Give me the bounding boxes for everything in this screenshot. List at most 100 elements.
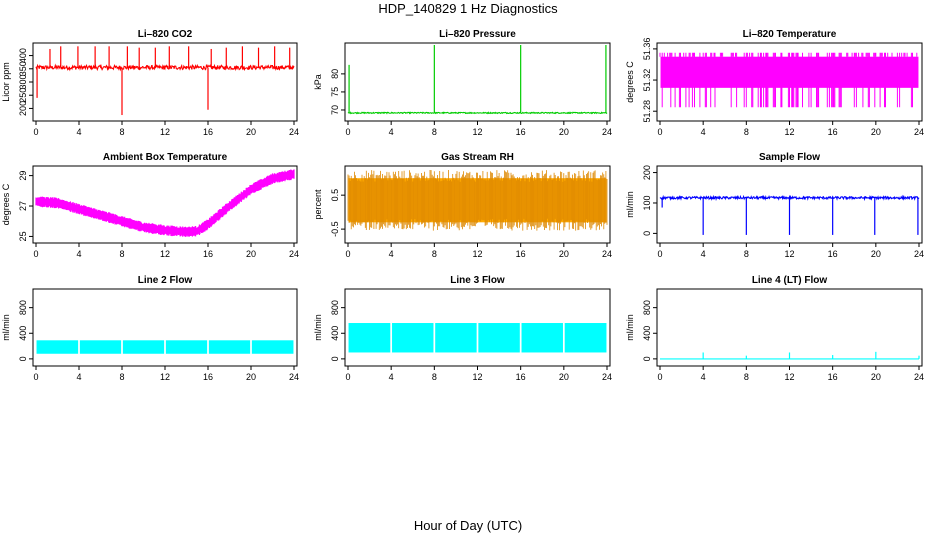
data-band: [435, 323, 477, 353]
x-tick-label: 20: [559, 127, 569, 137]
x-tick-label: 16: [203, 372, 213, 382]
y-tick-label: 400: [642, 326, 652, 341]
x-tick-label: 0: [657, 127, 662, 137]
x-tick-label: 8: [432, 127, 437, 137]
data-band: [564, 323, 607, 353]
x-tick-label: 8: [744, 127, 749, 137]
y-tick-label: 0: [18, 356, 28, 361]
x-tick-label: 12: [472, 127, 482, 137]
x-tick-label: 8: [744, 372, 749, 382]
y-tick-label: 800: [18, 300, 28, 315]
x-tick-label: 0: [345, 127, 350, 137]
data-series: [659, 52, 919, 108]
y-tick-label: -0.5: [330, 221, 340, 237]
data-band: [208, 340, 251, 354]
panel-5: Sample Flow ml/min 0 4 8 12 16 20 24 0 100 200: [625, 152, 924, 259]
data-band: [122, 340, 165, 354]
panel-title: Ambient Box Temperature: [103, 152, 228, 163]
x-tick-label: 8: [119, 127, 124, 137]
data-band: [251, 340, 294, 354]
y-tick-label: 51.36: [642, 38, 652, 61]
x-tick-label: 16: [828, 249, 838, 259]
plot-frame: [344, 42, 611, 122]
x-tick-label: 24: [914, 249, 924, 259]
y-tick-label: 100: [642, 195, 652, 210]
y-axis-label: ml/min: [625, 314, 635, 341]
panel-title: Sample Flow: [759, 152, 820, 163]
x-tick-label: 20: [246, 249, 256, 259]
x-tick-label: 12: [472, 372, 482, 382]
y-tick-label: 400: [330, 326, 340, 341]
x-tick-label: 0: [33, 372, 38, 382]
data-band: [36, 340, 79, 354]
data-trace: [35, 63, 295, 72]
x-tick-label: 4: [76, 249, 81, 259]
x-tick-label: 16: [828, 127, 838, 137]
data-trace: [347, 170, 608, 231]
y-tick-label: 250: [18, 88, 28, 103]
data-series: [347, 170, 608, 231]
panel-6: Line 2 Flow ml/min 0 4 8 12 16 20 24 0 400 800: [1, 275, 299, 382]
y-tick-label: 80: [330, 69, 340, 79]
y-tick-label: 25: [18, 231, 28, 241]
x-tick-label: 20: [871, 249, 881, 259]
x-tick-label: 24: [602, 127, 612, 137]
panel-title: Line 3 Flow: [450, 275, 505, 286]
figure-title: HDP_140829 1 Hz Diagnostics: [378, 1, 558, 16]
x-tick-label: 12: [160, 372, 170, 382]
y-tick-label: 0: [642, 231, 652, 236]
x-tick-label: 4: [389, 372, 394, 382]
x-tick-label: 4: [76, 372, 81, 382]
panel-title: Gas Stream RH: [441, 152, 514, 163]
x-tick-label: 4: [76, 127, 81, 137]
y-axis-label: kPa: [313, 74, 323, 90]
plot-frame: [32, 288, 298, 367]
x-tick-label: 24: [602, 249, 612, 259]
x-tick-label: 24: [289, 249, 299, 259]
x-tick-label: 16: [203, 249, 213, 259]
x-tick-label: 16: [203, 127, 213, 137]
y-tick-label: 0: [330, 356, 340, 361]
x-tick-label: 12: [784, 127, 794, 137]
x-tick-label: 20: [559, 372, 569, 382]
x-tick-label: 4: [701, 249, 706, 259]
x-tick-label: 20: [246, 372, 256, 382]
x-tick-label: 20: [871, 127, 881, 137]
x-tick-label: 4: [389, 127, 394, 137]
x-tick-label: 24: [602, 372, 612, 382]
data-band: [348, 323, 391, 353]
panel-title: Li–820 Pressure: [439, 29, 516, 40]
y-tick-label: 27: [18, 201, 28, 211]
x-tick-label: 8: [432, 249, 437, 259]
y-tick-label: 300: [18, 74, 28, 89]
plot-frame: [32, 42, 298, 122]
x-tick-label: 24: [914, 127, 924, 137]
data-series: [35, 46, 295, 116]
x-tick-label: 0: [345, 372, 350, 382]
panel-title: Line 4 (LT) Flow: [752, 275, 828, 286]
x-tick-label: 0: [657, 249, 662, 259]
x-tick-label: 24: [289, 127, 299, 137]
x-tick-label: 0: [33, 249, 38, 259]
x-tick-label: 0: [657, 372, 662, 382]
data-trace: [659, 52, 918, 108]
panel-title: Line 2 Flow: [138, 275, 193, 286]
y-tick-label: 75: [330, 87, 340, 97]
data-series: [348, 323, 607, 353]
data-series: [35, 169, 295, 237]
data-series: [660, 351, 920, 360]
data-trace: [347, 111, 608, 115]
x-tick-label: 4: [701, 127, 706, 137]
x-tick-label: 24: [289, 372, 299, 382]
data-band: [79, 340, 122, 354]
panel-3: Ambient Box Temperature degrees C 0 4 8 12 16 2…: [1, 152, 299, 259]
x-tick-label: 12: [160, 127, 170, 137]
x-tick-label: 12: [784, 372, 794, 382]
x-tick-label: 8: [744, 249, 749, 259]
y-tick-label: 29: [18, 171, 28, 181]
y-tick-label: 200: [642, 165, 652, 180]
x-tick-label: 4: [389, 249, 394, 259]
x-tick-label: 8: [119, 249, 124, 259]
x-tick-label: 8: [432, 372, 437, 382]
x-tick-label: 24: [914, 372, 924, 382]
